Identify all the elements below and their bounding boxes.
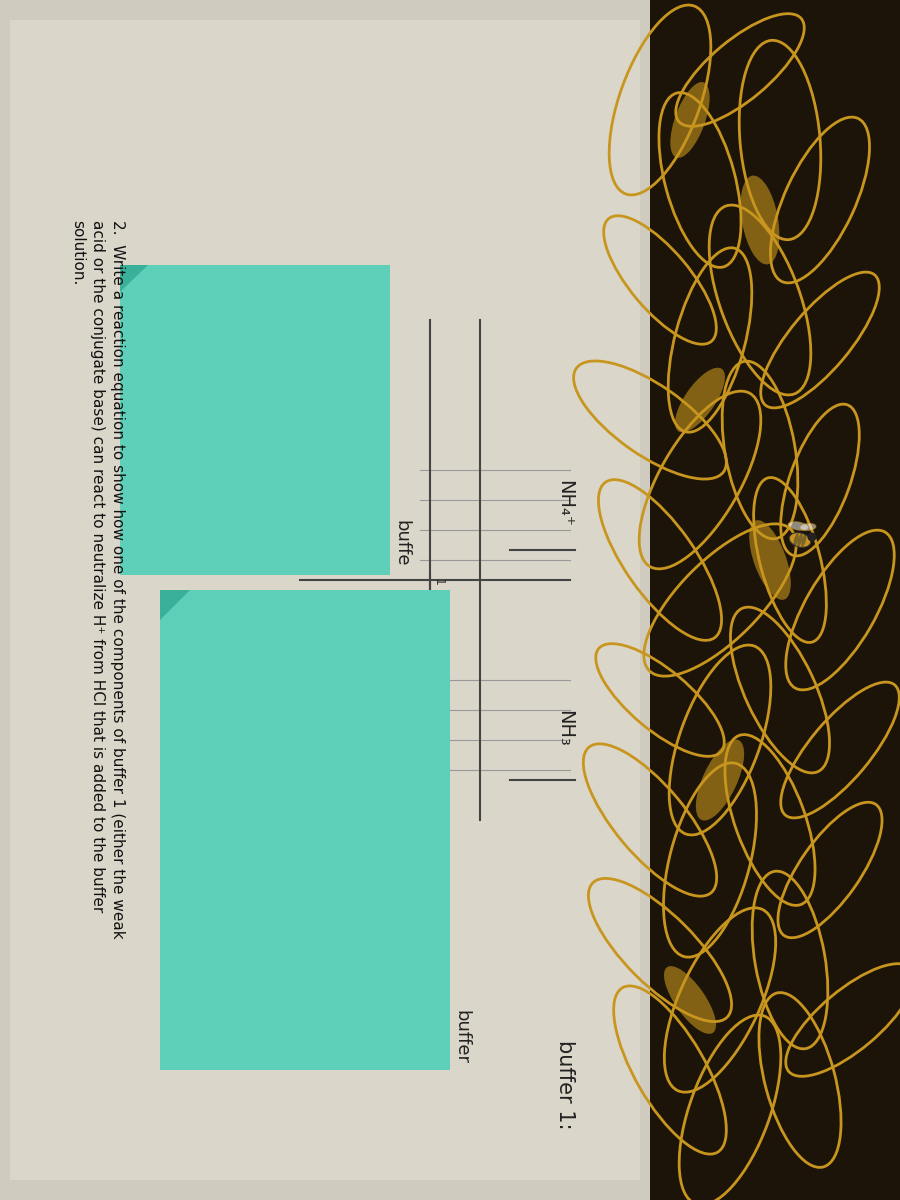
Ellipse shape [670, 82, 709, 158]
Text: NH₄⁺: NH₄⁺ [555, 480, 574, 527]
Text: NH₃: NH₃ [555, 710, 574, 746]
Polygon shape [160, 590, 190, 620]
Ellipse shape [664, 966, 716, 1034]
Bar [120, 265, 390, 575]
Ellipse shape [797, 533, 803, 547]
Ellipse shape [800, 523, 816, 530]
Polygon shape [120, 265, 148, 292]
Bar [160, 590, 450, 1070]
Ellipse shape [788, 522, 808, 530]
Ellipse shape [801, 533, 806, 547]
Ellipse shape [794, 533, 798, 547]
Ellipse shape [807, 533, 816, 541]
Ellipse shape [696, 739, 744, 821]
Bar [580, 0, 900, 1200]
Ellipse shape [675, 367, 725, 432]
Ellipse shape [789, 533, 811, 547]
Text: buffer 1:: buffer 1: [555, 1040, 575, 1129]
Bar [0, 0, 650, 1200]
Text: 1: 1 [432, 578, 445, 586]
Ellipse shape [749, 520, 791, 600]
Text: buffe: buffe [392, 520, 410, 566]
Bar [10, 20, 640, 1180]
Ellipse shape [741, 175, 779, 264]
Text: buffer: buffer [452, 1010, 470, 1064]
Text: 2.  Write a reaction equation to show how one of the components of buffer 1 (eit: 2. Write a reaction equation to show how… [70, 220, 124, 938]
